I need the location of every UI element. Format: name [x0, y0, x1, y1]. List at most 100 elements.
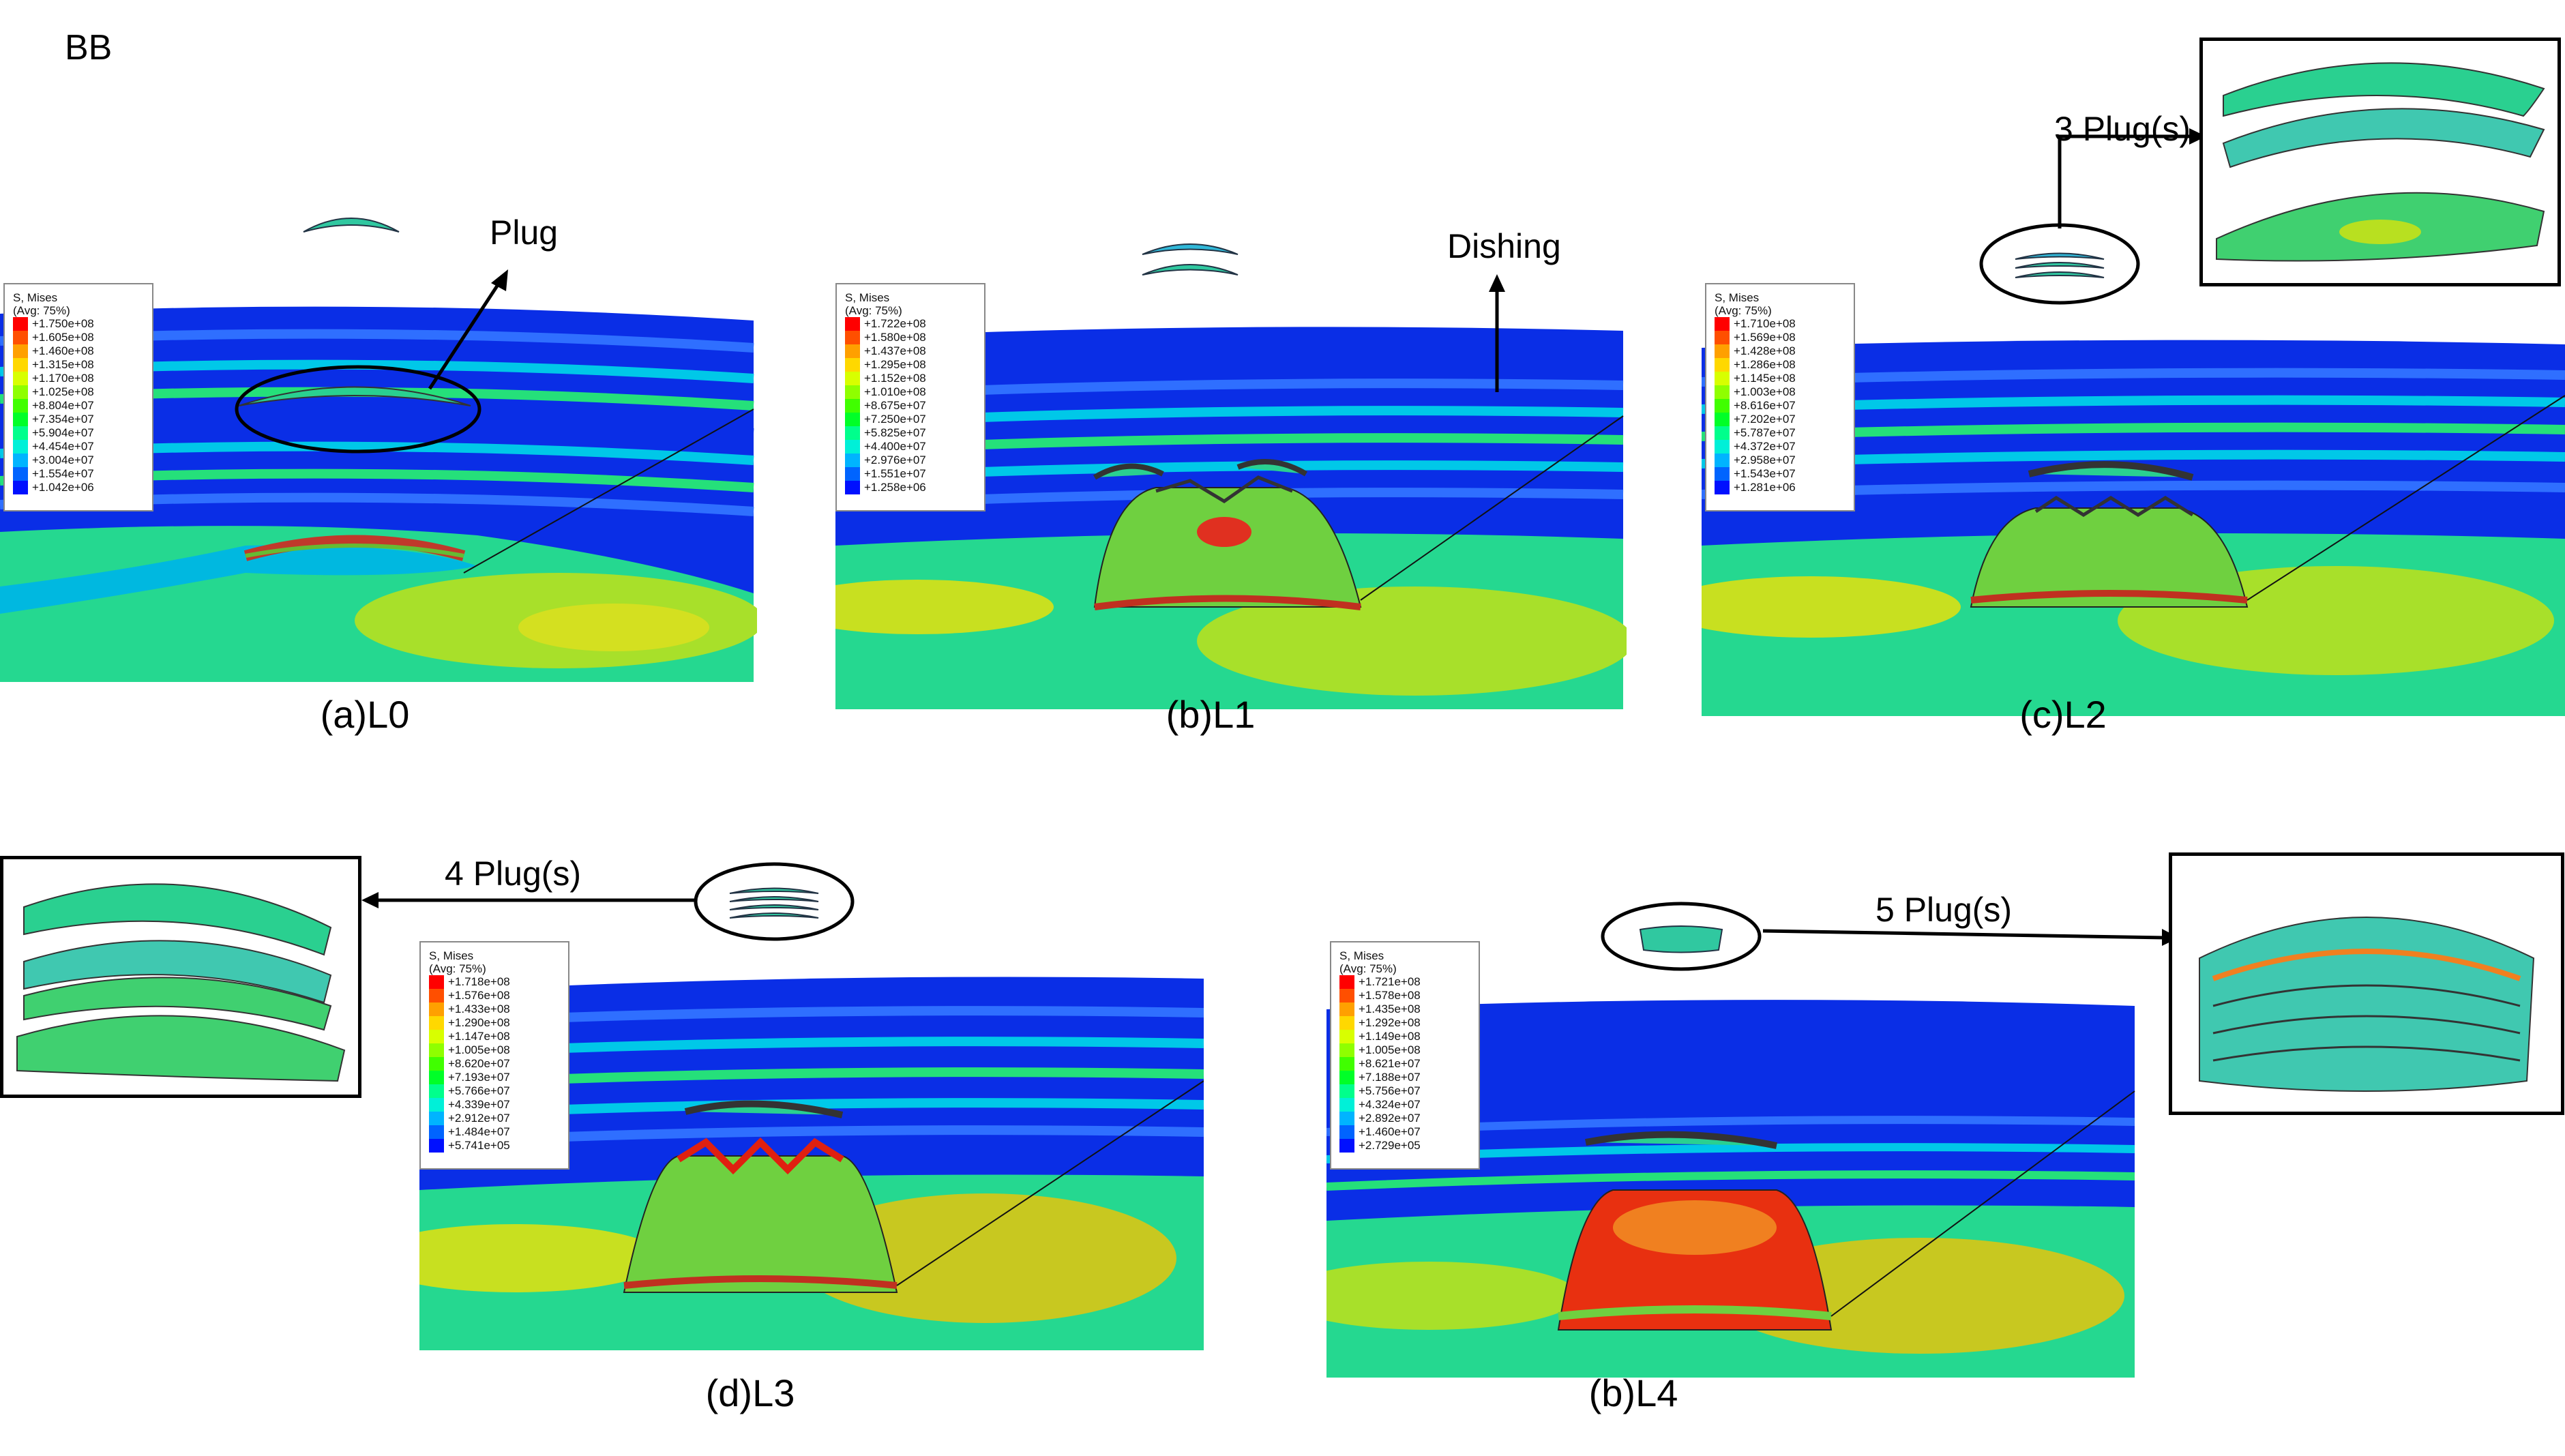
legend-swatch	[1339, 1030, 1354, 1043]
legend-row: +1.543e+07	[1715, 467, 1848, 481]
legend-value: +8.675e+07	[864, 399, 926, 412]
legend-panel-d: S, Mises (Avg: 75%) +1.718e+08 +1.576e+08…	[419, 941, 569, 1170]
legend-row: +2.912e+07	[429, 1112, 563, 1125]
legend-swatch	[13, 372, 28, 385]
legend-value: +1.003e+08	[1734, 385, 1796, 398]
legend-swatch	[429, 1071, 444, 1084]
legend-value: +1.281e+06	[1734, 481, 1796, 494]
legend-row: +1.435e+08	[1339, 1002, 1473, 1016]
legend-swatch	[13, 344, 28, 358]
legend-row: +1.170e+08	[13, 372, 147, 385]
legend-row: +8.621e+07	[1339, 1057, 1473, 1071]
legend-value: +1.290e+08	[448, 1016, 510, 1029]
legend-header-1: S, Mises	[13, 291, 58, 304]
legend-row: +1.149e+08	[1339, 1030, 1473, 1043]
legend-value: +1.435e+08	[1359, 1002, 1421, 1015]
legend-row: +1.460e+08	[13, 344, 147, 358]
legend-panel-c: S, Mises (Avg: 75%) +1.710e+08 +1.569e+08…	[1705, 283, 1855, 511]
legend-panel-e: S, Mises (Avg: 75%) +1.721e+08 +1.578e+08…	[1330, 941, 1480, 1170]
legend-swatch	[1715, 481, 1730, 494]
legend-value: +2.912e+07	[448, 1112, 510, 1125]
legend-swatch	[13, 331, 28, 344]
legend-swatch	[845, 467, 860, 481]
legend-swatch	[1715, 385, 1730, 399]
legend-value: +1.569e+08	[1734, 331, 1796, 344]
legend-value: +8.620e+07	[448, 1057, 510, 1070]
legend-row: +1.576e+08	[429, 989, 563, 1002]
legend-row: +7.193e+07	[429, 1071, 563, 1084]
legend-swatch	[845, 385, 860, 399]
legend-row: +1.295e+08	[845, 358, 979, 372]
legend-swatch	[1715, 372, 1730, 385]
legend-value: +1.722e+08	[864, 317, 926, 330]
legend-value: +8.804e+07	[32, 399, 94, 412]
legend-value: +7.188e+07	[1359, 1071, 1421, 1084]
legend-row: +4.324e+07	[1339, 1098, 1473, 1112]
caption-c: (c)L2	[2019, 693, 2107, 736]
legend-row: +1.722e+08	[845, 317, 979, 331]
legend-row: +1.750e+08	[13, 317, 147, 331]
legend-value: +5.904e+07	[32, 426, 94, 439]
legend-swatch	[845, 440, 860, 454]
legend-header-2: (Avg: 75%)	[1715, 304, 1772, 317]
legend-value: +1.147e+08	[448, 1030, 510, 1043]
legend-swatch	[429, 1125, 444, 1139]
legend-value: +4.400e+07	[864, 440, 926, 453]
legend-value: +5.825e+07	[864, 426, 926, 439]
legend-value: +2.729e+05	[1359, 1139, 1421, 1152]
legend-value: +1.010e+08	[864, 385, 926, 398]
legend-value: +1.433e+08	[448, 1002, 510, 1015]
legend-value: +1.460e+08	[32, 344, 94, 357]
legend-value: +1.554e+07	[32, 467, 94, 480]
legend-value: +1.437e+08	[864, 344, 926, 357]
legend-row: +1.605e+08	[13, 331, 147, 344]
legend-row: +1.292e+08	[1339, 1016, 1473, 1030]
legend-swatch	[1715, 426, 1730, 440]
legend-header-2: (Avg: 75%)	[13, 304, 70, 317]
legend-swatch	[1339, 1057, 1354, 1071]
legend-row: +1.315e+08	[13, 358, 147, 372]
caption-e: (b)L4	[1588, 1371, 1678, 1414]
legend-swatch	[1339, 1071, 1354, 1084]
legend-row: +3.004e+07	[13, 454, 147, 467]
legend-row: +1.428e+08	[1715, 344, 1848, 358]
plug-arrow	[428, 269, 508, 390]
legend-swatch	[1715, 358, 1730, 372]
legend-swatch	[1339, 1139, 1354, 1153]
legend-header-2: (Avg: 75%)	[429, 962, 486, 975]
plugs-highlight-d	[694, 862, 855, 941]
plug-label: Plug	[490, 213, 559, 252]
legend-swatch	[845, 317, 860, 331]
legend-value: +5.766e+07	[448, 1084, 510, 1097]
legend-header-1: S, Mises	[429, 949, 474, 962]
legend-swatch	[13, 481, 28, 494]
legend-value: +5.756e+07	[1359, 1084, 1421, 1097]
legend-value: +1.580e+08	[864, 331, 926, 344]
legend-swatch	[429, 1084, 444, 1098]
legend-value: +5.787e+07	[1734, 426, 1796, 439]
legend-row: +1.460e+07	[1339, 1125, 1473, 1139]
legend-value: +1.258e+06	[864, 481, 926, 494]
legend-value: +7.354e+07	[32, 413, 94, 426]
legend-value: +1.460e+07	[1359, 1125, 1421, 1138]
legend-row: +7.188e+07	[1339, 1071, 1473, 1084]
legend-value: +1.152e+08	[864, 372, 926, 385]
legend-value: +1.605e+08	[32, 331, 94, 344]
legend-value: +1.170e+08	[32, 372, 94, 385]
legend-value: +2.958e+07	[1734, 454, 1796, 466]
legend-swatch	[1339, 1112, 1354, 1125]
legend-swatch	[13, 426, 28, 440]
legend-swatch	[1339, 1016, 1354, 1030]
legend-row: +5.904e+07	[13, 426, 147, 440]
legend-row: +1.281e+06	[1715, 481, 1848, 494]
legend-swatch	[13, 454, 28, 467]
caption-a: (a)L0	[320, 693, 410, 736]
legend-swatch	[845, 372, 860, 385]
legend-value: +1.428e+08	[1734, 344, 1796, 357]
dishing-arrow	[1489, 274, 1505, 392]
legend-swatch	[13, 440, 28, 454]
legend-value: +1.292e+08	[1359, 1016, 1421, 1029]
legend-row: +2.892e+07	[1339, 1112, 1473, 1125]
legend-header-1: S, Mises	[1715, 291, 1760, 304]
legend-swatch	[845, 454, 860, 467]
